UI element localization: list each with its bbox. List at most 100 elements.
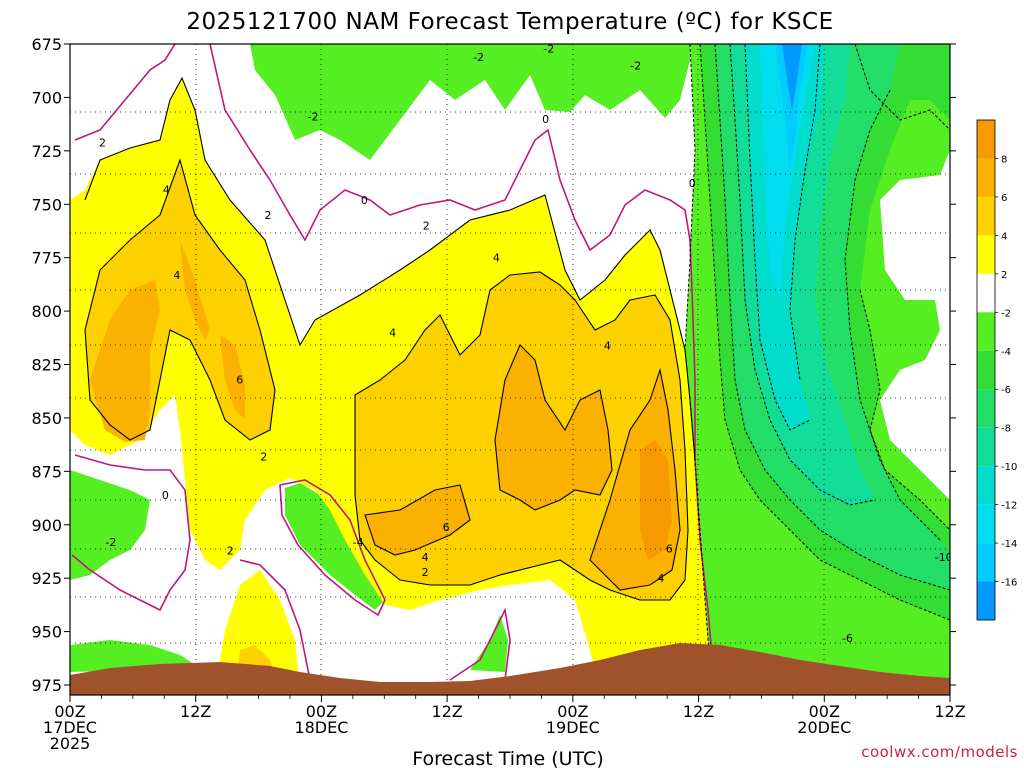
contour-label: 6 bbox=[236, 373, 243, 386]
contour-label: -6 bbox=[842, 632, 853, 645]
y-tick-label: 900 bbox=[31, 516, 62, 535]
x-tick-label: 00Z bbox=[306, 702, 337, 721]
region-mild-center-core bbox=[495, 345, 612, 510]
x-tick-label: 18DEC bbox=[294, 718, 348, 737]
y-axis: 675 700 725 750 775 800 825 850 875 900 925 950 975 bbox=[31, 35, 956, 695]
region-cold-upper bbox=[250, 44, 690, 160]
x-tick-label: 00Z bbox=[557, 702, 588, 721]
y-tick-label: 775 bbox=[31, 249, 62, 268]
region-cold-right-7 bbox=[775, 44, 808, 170]
colorbar-swatch bbox=[977, 312, 995, 351]
contour-zero-pocket bbox=[279, 479, 386, 617]
y-tick-label: 725 bbox=[31, 142, 62, 161]
y-tick-label: 750 bbox=[31, 195, 62, 214]
colorbar-swatch bbox=[977, 543, 995, 582]
contour-label: -2 bbox=[543, 42, 554, 55]
colorbar-label: -14 bbox=[1001, 539, 1017, 550]
colorbar-swatch bbox=[977, 350, 995, 390]
x-tick-label: 00Z bbox=[809, 702, 840, 721]
chart-title: 2025121700 NAM Forecast Temperature (ºC)… bbox=[186, 9, 833, 35]
contour-label: 0 bbox=[162, 489, 169, 502]
contour-zero-left bbox=[74, 44, 176, 141]
region-mild-right-core bbox=[90, 280, 160, 442]
terrain bbox=[70, 643, 950, 695]
x-tick-label: 12Z bbox=[431, 702, 462, 721]
colorbar: 8 6 4 2 -2 -4 -6 -8 -10 -12 -14 -16 bbox=[976, 119, 1017, 621]
x-axis-label: Forecast Time (UTC) bbox=[412, 748, 603, 768]
region-cold-pocket bbox=[285, 483, 385, 610]
contour-label: 4 bbox=[163, 183, 170, 196]
colorbar-label: -4 bbox=[1001, 347, 1011, 358]
contour-six-core bbox=[589, 367, 681, 591]
region-warm-core bbox=[640, 440, 672, 560]
y-tick-label: 675 bbox=[31, 35, 62, 54]
contour-label: 2 bbox=[99, 136, 106, 149]
contour-label: 0 bbox=[689, 177, 696, 190]
contour-label: 4 bbox=[422, 551, 429, 564]
contour-label: 2 bbox=[423, 220, 430, 233]
x-tick-label: 20DEC bbox=[797, 718, 851, 737]
contour-label: -10 bbox=[935, 551, 953, 564]
colorbar-label: 4 bbox=[1001, 231, 1007, 242]
contour-zero-bottom bbox=[239, 559, 311, 681]
colorbar-label: -16 bbox=[1001, 578, 1017, 589]
contour-label: 6 bbox=[666, 542, 673, 555]
colorbar-label: 8 bbox=[1001, 154, 1007, 165]
colorbar-swatch bbox=[977, 504, 995, 544]
region-cold-pocket-right bbox=[795, 420, 858, 505]
contour-label: -4 bbox=[353, 536, 364, 549]
colorbar-swatch bbox=[977, 427, 995, 467]
grid bbox=[70, 44, 950, 695]
contour-label: 4 bbox=[493, 252, 500, 265]
contour-four-left bbox=[84, 158, 276, 441]
contour-label: -2 bbox=[308, 111, 319, 124]
contour-six-center bbox=[494, 344, 613, 511]
colorbar-label: -6 bbox=[1001, 385, 1011, 396]
y-tick-label: 975 bbox=[31, 676, 62, 695]
x-tick-label: 00Z bbox=[54, 702, 85, 721]
contour-label: 4 bbox=[389, 326, 396, 339]
colorbar-swatch bbox=[977, 581, 995, 620]
colorbar-swatch bbox=[977, 273, 995, 313]
contour-label: 2 bbox=[265, 209, 272, 222]
colorbar-label: -10 bbox=[1001, 462, 1017, 473]
contour-zero-center bbox=[209, 44, 716, 691]
x-tick-label: 12Z bbox=[683, 702, 714, 721]
colorbar-label: 2 bbox=[1001, 270, 1007, 281]
y-tick-label: 950 bbox=[31, 623, 62, 642]
contour-label: 2 bbox=[260, 450, 267, 463]
y-tick-label: 800 bbox=[31, 302, 62, 321]
region-cold-right-6 bbox=[760, 44, 815, 300]
contour-label: 4 bbox=[657, 572, 664, 585]
colorbar-swatch bbox=[977, 120, 995, 159]
contour-six-pocket bbox=[364, 484, 471, 556]
colorbar-swatch bbox=[977, 235, 995, 274]
contour-label: -2 bbox=[473, 51, 484, 64]
colorbar-label: 6 bbox=[1001, 193, 1007, 204]
colorbar-label: -12 bbox=[1001, 501, 1017, 512]
contour-label: 4 bbox=[173, 269, 180, 282]
contour-label: -2 bbox=[630, 59, 641, 72]
y-tick-label: 850 bbox=[31, 409, 62, 428]
colorbar-swatch bbox=[977, 466, 995, 505]
region-cold-lower-left bbox=[70, 470, 150, 580]
credit-text: coolwx.com/models bbox=[861, 743, 1018, 761]
x-tick-label: 19DEC bbox=[546, 718, 600, 737]
contour-label: 6 bbox=[443, 521, 450, 534]
contour-label: 2 bbox=[227, 544, 234, 557]
contour-label: -2 bbox=[105, 536, 116, 549]
contour-label: 0 bbox=[542, 113, 549, 126]
x-tick-label: 2025 bbox=[50, 734, 91, 753]
contour-label: 2 bbox=[422, 566, 429, 579]
colorbar-swatch bbox=[977, 389, 995, 428]
contour-label: 4 bbox=[604, 339, 611, 352]
contour-four-center bbox=[354, 271, 689, 601]
y-tick-label: 700 bbox=[31, 88, 62, 107]
x-tick-label: 12Z bbox=[934, 702, 965, 721]
region-warm-bottom bbox=[215, 570, 300, 690]
y-tick-label: 925 bbox=[31, 569, 62, 588]
x-tick-label: 17DEC bbox=[43, 718, 97, 737]
region-mild-pocket bbox=[220, 335, 245, 420]
colorbar-label: -8 bbox=[1001, 424, 1011, 435]
